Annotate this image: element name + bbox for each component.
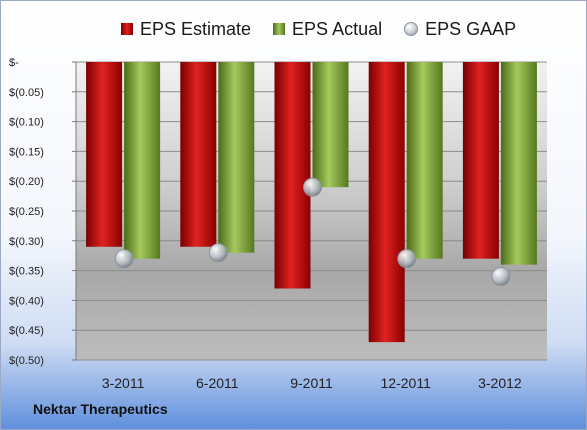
estimate-swatch xyxy=(121,23,133,35)
legend: EPS Estimate EPS Actual EPS GAAP xyxy=(121,15,516,43)
x-category-label: 6-2011 xyxy=(196,375,239,391)
bar-eps-actual xyxy=(312,62,349,188)
company-name: Nektar Therapeutics xyxy=(33,401,168,417)
legend-label-estimate: EPS Estimate xyxy=(140,18,252,39)
y-tick-label: $(0.20) xyxy=(9,176,44,188)
x-category-label: 3-2012 xyxy=(478,375,522,391)
legend-item-actual: EPS Actual xyxy=(273,19,382,40)
y-tick-label: $(0.05) xyxy=(9,87,44,99)
y-tick-label: $(0.35) xyxy=(9,266,44,278)
bar-eps-estimate xyxy=(462,62,499,259)
gaap-swatch xyxy=(404,22,419,36)
y-tick-label: $(0.40) xyxy=(9,295,44,307)
legend-item-estimate: EPS Estimate xyxy=(121,19,251,40)
bar-eps-estimate xyxy=(274,62,311,289)
bar-eps-actual xyxy=(124,62,161,259)
gaap-markers xyxy=(114,177,511,287)
bar-eps-actual xyxy=(218,62,255,253)
legend-item-gaap: EPS GAAP xyxy=(404,19,516,40)
x-category-label: 12-2011 xyxy=(381,375,432,391)
x-category-label: 9-2011 xyxy=(290,375,333,391)
actual-swatch xyxy=(273,23,286,35)
bar-eps-estimate xyxy=(86,62,123,247)
y-tick-label: $(0.25) xyxy=(9,206,44,218)
point-eps-gaap xyxy=(303,177,322,197)
y-tick-label: $(0.10) xyxy=(9,117,44,129)
point-eps-gaap xyxy=(397,249,417,269)
bar-eps-actual xyxy=(406,62,443,259)
x-category-label: 3-2011 xyxy=(102,375,145,391)
y-tick-label: $- xyxy=(9,57,19,69)
bars xyxy=(86,62,537,343)
bar-eps-estimate xyxy=(368,62,405,343)
point-eps-gaap xyxy=(491,267,511,287)
y-tick-label: $(0.45) xyxy=(9,325,44,337)
legend-label-actual: EPS Actual xyxy=(292,18,383,39)
y-tick-label: $(0.30) xyxy=(9,236,44,248)
bar-eps-estimate xyxy=(180,62,217,247)
y-tick-label: $(0.15) xyxy=(9,146,44,158)
y-axis-ticks: $- $(0.05) $(0.10) $(0.15) $(0.20) $(0.25) $(0… xyxy=(9,57,76,367)
y-tick-label: $(0.50) xyxy=(9,355,44,367)
point-eps-gaap xyxy=(208,243,228,263)
legend-label-gaap: EPS GAAP xyxy=(425,18,517,39)
x-axis-categories: 3-2011 6-2011 9-2011 12-2011 3-2012 xyxy=(102,375,522,391)
point-eps-gaap xyxy=(114,249,134,269)
bar-eps-actual xyxy=(500,62,537,265)
